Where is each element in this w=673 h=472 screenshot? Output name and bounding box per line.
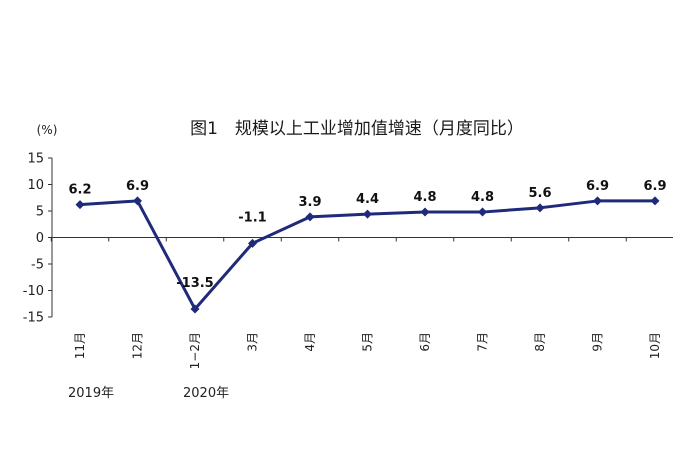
data-label: 4.8 xyxy=(413,190,436,205)
y-tick-label: 10 xyxy=(27,178,44,193)
y-tick-label: -5 xyxy=(31,258,44,273)
x-tick-label: 11月 xyxy=(73,332,87,359)
x-tick-label: 1−2月 xyxy=(188,332,202,369)
series-line-group: 6.2 6.9 -13.5 -1.1 3.9 4.4 4.8 4.8 5.6 6.9 6.9 xyxy=(68,179,667,314)
x-axis: 11月 12月 1−2月 3月 4月 5月 6月 7月 8月 9月 10月 xyxy=(50,237,673,369)
data-point xyxy=(535,203,545,213)
y-tick-label: -15 xyxy=(23,311,44,326)
x-tick-label: 12月 xyxy=(131,332,145,359)
data-point xyxy=(478,207,487,217)
year-label: 2019年 xyxy=(68,386,114,401)
x-tick-label: 5月 xyxy=(361,332,375,352)
x-tick-label: 9月 xyxy=(591,332,605,352)
chart-title: 图1 规模以上工业增加值增速（月度同比） xyxy=(190,119,524,139)
year-labels: 2019年 2020年 xyxy=(68,386,229,401)
data-point xyxy=(190,304,200,314)
y-axis-unit: (%) xyxy=(37,123,58,137)
data-label: 3.9 xyxy=(298,195,321,210)
data-point xyxy=(248,238,257,248)
data-label: -13.5 xyxy=(176,276,213,291)
data-point xyxy=(363,209,372,219)
y-tick-label: -10 xyxy=(23,284,44,299)
data-label: 6.9 xyxy=(126,179,149,194)
y-tick-label: 15 xyxy=(27,152,44,167)
data-point xyxy=(650,196,660,206)
data-label: -1.1 xyxy=(238,210,266,225)
x-tick-label: 10月 xyxy=(648,332,662,359)
x-tick-label: 6月 xyxy=(418,332,432,352)
data-point xyxy=(75,200,85,210)
data-point xyxy=(305,212,315,222)
y-tick-label: 5 xyxy=(36,205,44,220)
data-label: 6.9 xyxy=(586,179,609,194)
x-tick-label: 8月 xyxy=(533,332,547,352)
data-label: 6.2 xyxy=(68,183,91,198)
data-label: 6.9 xyxy=(643,179,666,194)
data-point xyxy=(133,196,142,206)
data-label: 5.6 xyxy=(528,186,551,201)
data-label: 4.8 xyxy=(471,190,494,205)
y-tick-label: 0 xyxy=(36,231,44,246)
x-tick-label: 4月 xyxy=(303,332,317,352)
y-axis: 15 10 5 0 -5 -10 -15 xyxy=(23,152,53,326)
data-point xyxy=(593,196,602,206)
data-label: 4.4 xyxy=(356,192,379,207)
x-tick-label: 7月 xyxy=(476,332,490,352)
year-label: 2020年 xyxy=(183,386,229,401)
x-tick-label: 3月 xyxy=(246,332,260,352)
data-point xyxy=(420,207,430,217)
